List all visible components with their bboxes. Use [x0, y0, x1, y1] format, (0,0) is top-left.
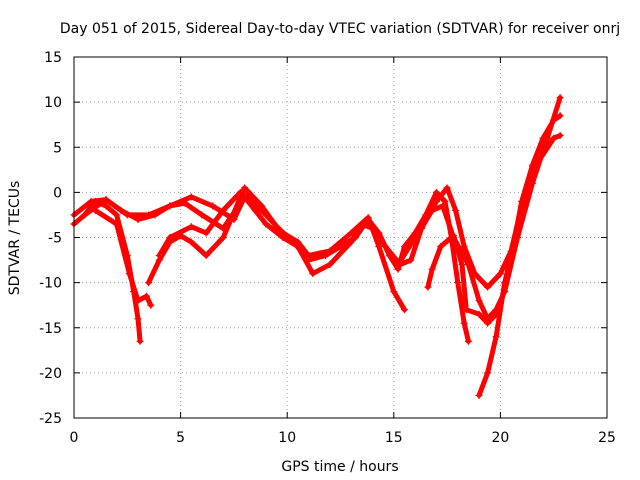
- y-tick-label: 10: [44, 95, 62, 111]
- y-tick-label: -5: [48, 231, 62, 247]
- x-tick-label: 15: [385, 430, 403, 446]
- x-tick-label: 10: [278, 430, 296, 446]
- series-arc-9: [476, 112, 564, 399]
- x-axis-label: GPS time / hours: [281, 459, 398, 475]
- series-line: [479, 116, 560, 396]
- y-tick-label: -25: [39, 411, 62, 427]
- y-tick-label: -15: [39, 321, 62, 337]
- y-tick-label: 5: [53, 140, 62, 156]
- y-tick-label: -10: [39, 276, 62, 292]
- sdtvar-chart: Day 051 of 2015, Sidereal Day-to-day VTE…: [0, 0, 640, 480]
- plot-frame: [74, 57, 607, 418]
- x-tick-label: 20: [491, 430, 509, 446]
- series-arc-7: [395, 94, 564, 322]
- series-line: [95, 210, 151, 305]
- x-tick-label: 0: [70, 430, 79, 446]
- grid: [74, 57, 607, 418]
- y-tick-label: 15: [44, 50, 62, 66]
- data-series: [71, 94, 564, 399]
- series-arc-3: [92, 207, 154, 309]
- chart-title: Day 051 of 2015, Sidereal Day-to-day VTE…: [60, 21, 620, 37]
- y-axis-label: SDTVAR / TECUs: [7, 181, 23, 296]
- x-tick-label: 5: [176, 430, 185, 446]
- y-tick-label: 0: [53, 185, 62, 201]
- y-tick-label: -20: [39, 366, 62, 382]
- series-line: [398, 98, 560, 319]
- x-tick-label: 25: [598, 430, 616, 446]
